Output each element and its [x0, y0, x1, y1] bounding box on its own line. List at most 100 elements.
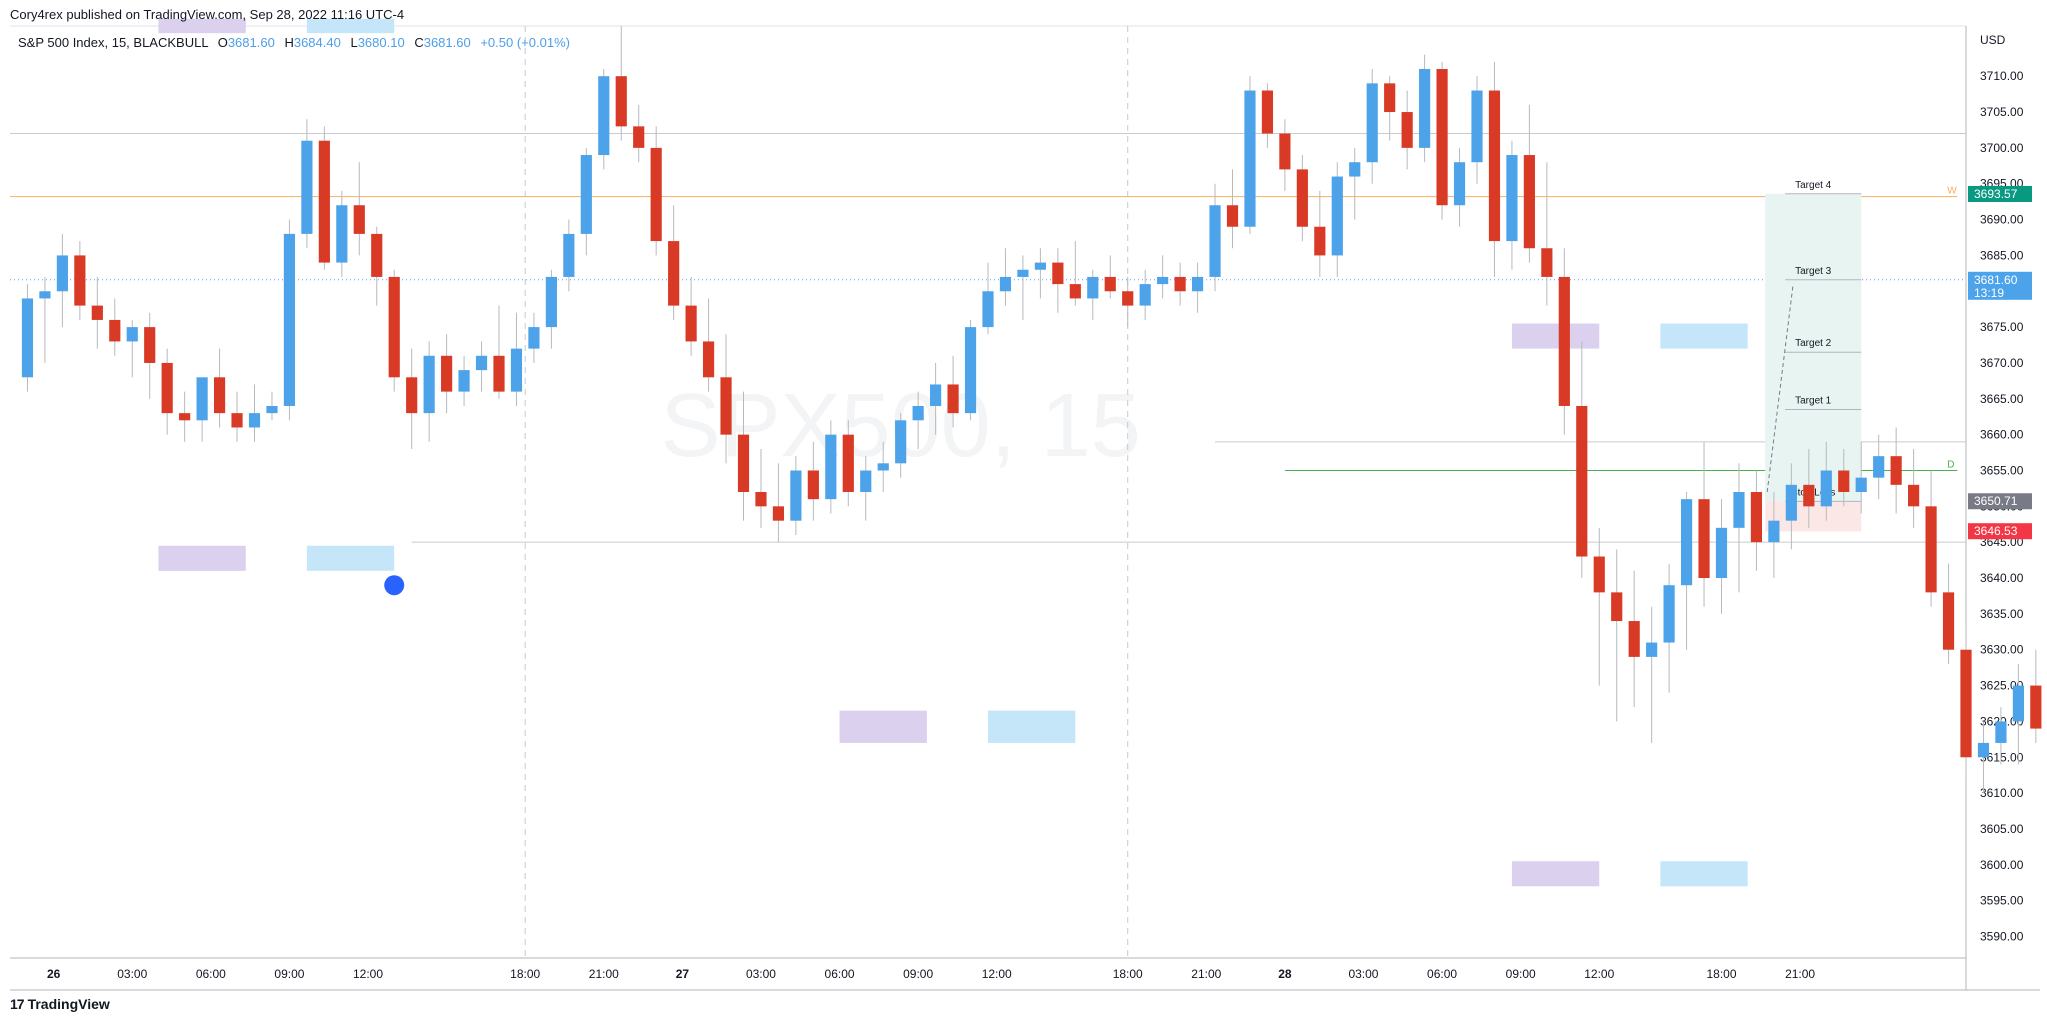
time-tick-label: 09:00 — [1506, 967, 1536, 981]
candle-up — [580, 155, 592, 234]
time-tick-label: 06:00 — [196, 967, 226, 981]
price-badge-countdown: 13:19 — [1974, 286, 2004, 300]
price-tick-label: 3600.00 — [1980, 858, 2024, 872]
candle-down — [807, 470, 819, 500]
candle-up — [1419, 69, 1431, 148]
candle-up — [1017, 269, 1029, 277]
candle-up — [1331, 176, 1343, 256]
candle-up — [2012, 685, 2024, 722]
blue-zone — [1660, 323, 1748, 349]
candle-up — [1034, 262, 1046, 270]
candle-up — [39, 291, 51, 299]
candle-up — [283, 233, 296, 406]
price-tick-label: 3610.00 — [1980, 786, 2024, 800]
high-value: 3684.40 — [293, 35, 341, 50]
candle-up — [1349, 162, 1361, 177]
candle-down — [1942, 592, 1955, 650]
candle-up — [1157, 276, 1169, 285]
candle-up — [1191, 276, 1204, 292]
candle-up — [1785, 484, 1797, 521]
candle-down — [1750, 492, 1763, 543]
time-tick-label: 28 — [1278, 967, 1292, 981]
candle-up — [930, 384, 942, 406]
price-tick-label: 3660.00 — [1980, 428, 2024, 442]
time-tick-label: 26 — [47, 967, 61, 981]
purple-zone — [1511, 323, 1600, 349]
candle-down — [1960, 649, 1972, 758]
candle-down — [1174, 276, 1186, 292]
time-tick-label: 06:00 — [1427, 967, 1457, 981]
price-badge — [1968, 523, 2032, 540]
tradingview-logo[interactable]: 17 TradingView — [10, 996, 110, 1012]
candle-down — [772, 506, 785, 521]
candle-down — [179, 413, 191, 421]
candle-up — [860, 470, 872, 492]
time-tick-label: 27 — [676, 967, 690, 981]
candle-down — [2030, 685, 2042, 729]
candle-up — [1663, 585, 1675, 643]
candle-down — [1925, 506, 1937, 593]
candle-down — [1523, 155, 1535, 249]
price-tick-label: 3630.00 — [1980, 643, 2024, 657]
price-tick-label: 3605.00 — [1980, 822, 2024, 836]
candle-up — [877, 463, 889, 471]
candle-down — [1593, 556, 1605, 593]
candle-down — [213, 377, 226, 414]
candle-up — [1680, 499, 1693, 586]
candle-up — [1087, 276, 1099, 299]
time-tick-label: 03:00 — [746, 967, 776, 981]
symbol-title[interactable]: S&P 500 Index, 15, BLACKBULL — [18, 35, 209, 50]
candle-up — [510, 348, 523, 392]
candle-down — [144, 327, 156, 363]
candle-down — [1436, 69, 1448, 206]
candle-up — [21, 298, 34, 378]
candle-down — [1296, 169, 1308, 227]
candle-down — [1698, 499, 1710, 579]
tv-logo-icon: 17 — [10, 996, 25, 1012]
target-label: Target 3 — [1795, 266, 1832, 277]
candle-down — [1052, 262, 1064, 285]
candle-down — [668, 241, 680, 306]
purple-zone — [158, 545, 246, 571]
candle-up — [1646, 642, 1658, 657]
blue-zone — [306, 18, 395, 34]
candle-down — [161, 362, 173, 414]
candle-down — [74, 255, 86, 306]
signal-marker — [384, 575, 405, 596]
change-value: +0.50 (+0.01%) — [480, 35, 570, 50]
candle-up — [1453, 162, 1466, 206]
target-label: Target 4 — [1795, 180, 1832, 191]
candle-down — [1838, 470, 1850, 492]
ohlc-legend: S&P 500 Index, 15, BLACKBULL O3681.60 H3… — [18, 35, 570, 50]
price-tick-label: 3625.00 — [1980, 679, 2024, 693]
candle-down — [353, 205, 365, 234]
candle-up — [999, 276, 1012, 292]
low-value: 3680.10 — [357, 35, 405, 50]
candle-down — [441, 355, 453, 392]
candle-down — [1226, 205, 1239, 227]
candle-down — [1908, 484, 1920, 507]
candle-up — [1977, 742, 1990, 758]
candle-up — [1995, 721, 2007, 743]
time-tick-label: 18:00 — [1113, 967, 1143, 981]
tradingview-brand: TradingView — [27, 996, 110, 1012]
open-value: 3681.60 — [227, 35, 275, 50]
candle-down — [371, 233, 383, 277]
candle-up — [895, 420, 907, 464]
candle-up — [423, 355, 435, 414]
candle-up — [1733, 492, 1745, 528]
candle-up — [248, 413, 261, 428]
candle-up — [1471, 90, 1483, 163]
profit-zone[interactable] — [1765, 193, 1862, 502]
candle-down — [1558, 276, 1570, 406]
candle-down — [685, 305, 697, 342]
price-tick-label: 3700.00 — [1980, 141, 2024, 155]
candle-down — [633, 126, 645, 148]
candle-down — [406, 377, 418, 414]
candle-up — [196, 377, 208, 421]
purple-zone — [839, 710, 927, 743]
candle-down — [1401, 112, 1413, 148]
low-label: L — [350, 35, 358, 50]
price-tick-label: 3665.00 — [1980, 392, 2024, 406]
